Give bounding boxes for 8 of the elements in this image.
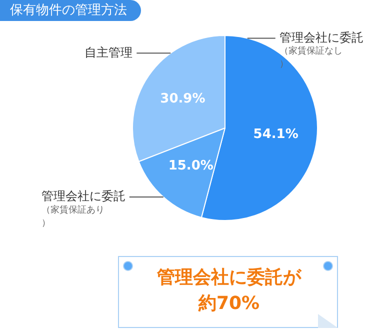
data-label: 54.1%	[253, 126, 298, 142]
slice-label: 自主管理	[84, 45, 133, 60]
slice-label: 管理会社に委託（家賃保証なし）	[279, 30, 364, 70]
data-label: 15.0%	[168, 158, 214, 174]
text: 管理会社に委託が約70%	[156, 266, 303, 316]
data-label: 30.9%	[160, 91, 206, 106]
chart-title: 保有物件の管理方法	[0, 0, 141, 21]
slice-label: 管理会社に委託（家賃保証あり）	[41, 189, 126, 228]
